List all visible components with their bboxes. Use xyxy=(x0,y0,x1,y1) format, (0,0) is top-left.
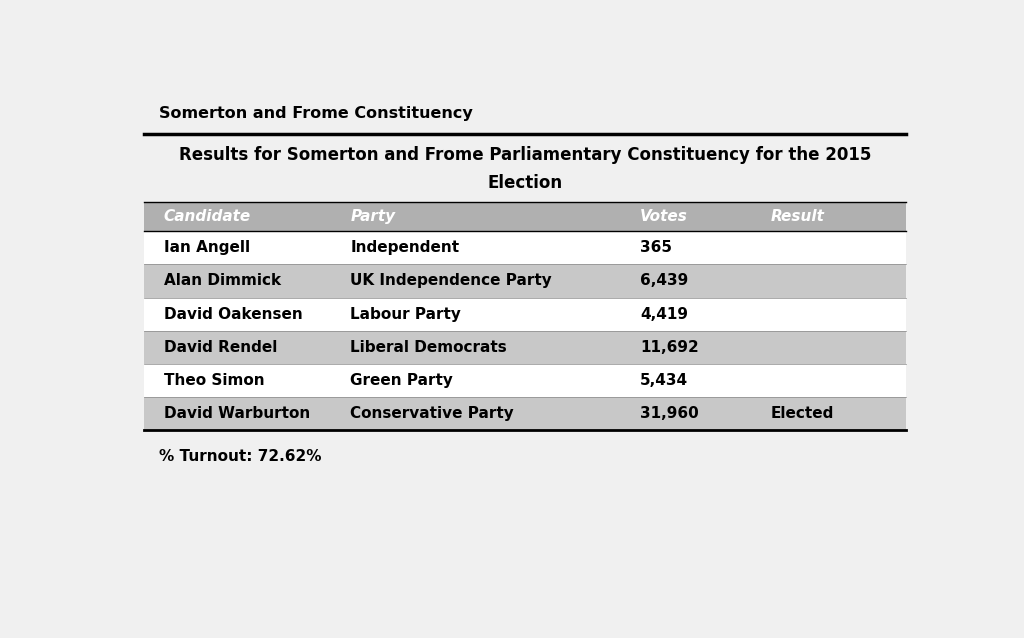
Text: David Warburton: David Warburton xyxy=(164,406,310,421)
Text: Votes: Votes xyxy=(640,209,688,224)
Text: David Rendel: David Rendel xyxy=(164,339,278,355)
Text: Party: Party xyxy=(350,209,395,224)
Text: Election: Election xyxy=(487,174,562,191)
Bar xyxy=(143,364,906,397)
Bar xyxy=(143,232,906,264)
Bar xyxy=(143,330,906,364)
Text: 11,692: 11,692 xyxy=(640,339,698,355)
Text: Ian Angell: Ian Angell xyxy=(164,241,250,255)
Text: David Oakensen: David Oakensen xyxy=(164,307,302,322)
Text: Somerton and Frome Constituency: Somerton and Frome Constituency xyxy=(159,106,473,121)
Text: Theo Simon: Theo Simon xyxy=(164,373,264,388)
Bar xyxy=(143,202,906,232)
Text: 31,960: 31,960 xyxy=(640,406,698,421)
Text: UK Independence Party: UK Independence Party xyxy=(350,274,552,288)
Text: Conservative Party: Conservative Party xyxy=(350,406,514,421)
Text: Green Party: Green Party xyxy=(350,373,453,388)
Text: Elected: Elected xyxy=(771,406,835,421)
Text: Alan Dimmick: Alan Dimmick xyxy=(164,274,281,288)
Text: Independent: Independent xyxy=(350,241,460,255)
Text: 6,439: 6,439 xyxy=(640,274,688,288)
Bar xyxy=(143,264,906,297)
Text: 5,434: 5,434 xyxy=(640,373,688,388)
Text: Results for Somerton and Frome Parliamentary Constituency for the 2015: Results for Somerton and Frome Parliamen… xyxy=(178,146,871,164)
Bar xyxy=(143,297,906,330)
Text: Liberal Democrats: Liberal Democrats xyxy=(350,339,507,355)
Text: Result: Result xyxy=(771,209,824,224)
Text: Candidate: Candidate xyxy=(164,209,251,224)
Bar xyxy=(143,397,906,430)
Text: Labour Party: Labour Party xyxy=(350,307,461,322)
Text: 4,419: 4,419 xyxy=(640,307,688,322)
Text: % Turnout: 72.62%: % Turnout: 72.62% xyxy=(159,449,322,464)
Text: 365: 365 xyxy=(640,241,672,255)
